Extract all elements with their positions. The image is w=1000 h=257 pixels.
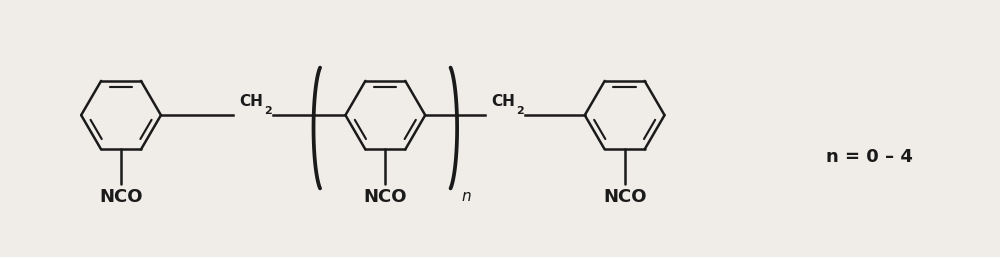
Text: n: n — [461, 189, 471, 204]
Text: 2: 2 — [264, 106, 272, 116]
Text: NCO: NCO — [99, 188, 143, 206]
Text: NCO: NCO — [603, 188, 646, 206]
Text: n = 0 – 4: n = 0 – 4 — [826, 148, 912, 166]
Text: NCO: NCO — [364, 188, 407, 206]
Text: CH: CH — [491, 94, 515, 109]
Text: CH: CH — [239, 94, 263, 109]
Text: 2: 2 — [516, 106, 524, 116]
